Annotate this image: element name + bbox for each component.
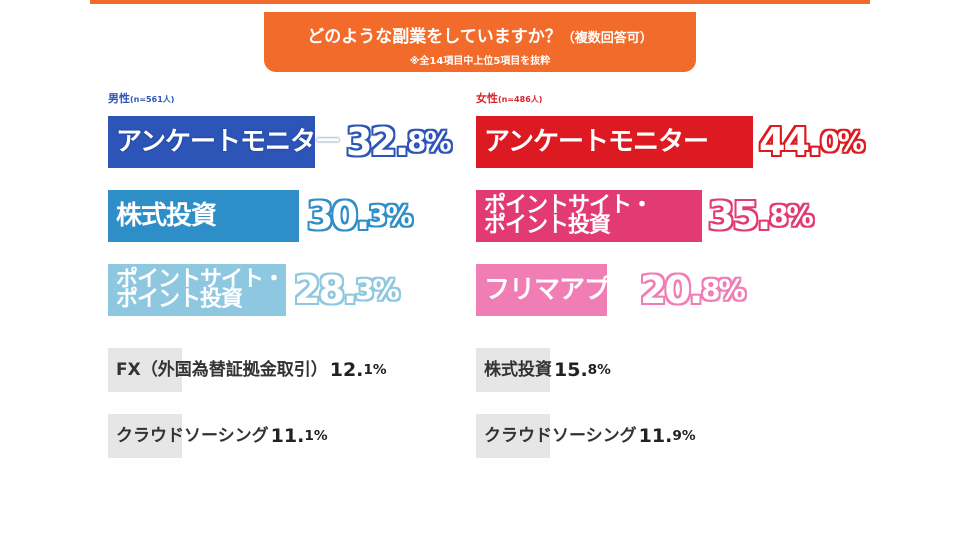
value-label-int: 11.	[638, 425, 673, 447]
bar-label: クラウドソーシング	[484, 425, 637, 446]
value-label: 11. 9%	[639, 414, 696, 458]
value-label: 11. 1%	[271, 414, 328, 458]
value-label-int: 35.	[708, 194, 771, 238]
value-label-dec: 8%	[587, 362, 611, 378]
female-sample-size: (n=486人)	[498, 95, 543, 104]
value-label-dec: 1%	[363, 362, 387, 378]
female-panel-label: 女性(n=486人)	[476, 90, 542, 106]
value-label-int: 11.	[270, 425, 305, 447]
value-label: 15. 8%	[554, 348, 611, 392]
bar-label: FX（外国為替証拠金取引）	[116, 359, 328, 380]
value-label: 44. 0%	[759, 116, 865, 168]
value-label-dec: 8%	[701, 274, 745, 306]
value-label-dec: 3%	[355, 274, 399, 306]
value-label-dec: 1%	[304, 428, 328, 444]
value-label-dec: 3%	[368, 200, 412, 232]
question-note: ※全14項目中上位5項目を抜粋	[409, 56, 551, 67]
value-label-int: 44.	[759, 120, 822, 164]
bar-male-4: FX（外国為替証拠金取引）	[108, 348, 328, 392]
bar-male-2: 株式投資	[108, 190, 299, 242]
value-label: 12. 1%	[330, 348, 387, 392]
male-panel-label: 男性(n=561人)	[108, 90, 174, 106]
bar-label: 株式投資	[116, 201, 217, 231]
value-label: 35. 8%	[708, 190, 814, 242]
value-label-int: 20.	[640, 268, 703, 312]
top-accent-line	[90, 0, 870, 4]
value-label: 30. 3%	[307, 190, 413, 242]
bar-label: アンケートモニター	[484, 127, 709, 157]
bar-label-line: ポイント投資	[116, 287, 243, 312]
bar-label-line: ポイントサイト・	[116, 266, 285, 292]
bar-label-line: ポイント投資	[484, 213, 611, 238]
value-label-dec: 9%	[672, 428, 696, 444]
value-label: 32. 8%	[345, 116, 452, 168]
value-label-dec: 8%	[407, 126, 451, 158]
male-sample-size: (n=561人)	[130, 95, 175, 104]
bar-female-3: フリマアプリ	[476, 264, 635, 316]
male-label: 男性	[108, 92, 130, 105]
value-label-int: 15.	[554, 359, 588, 381]
bar-male-3: ポイントサイト・ ポイント投資	[108, 264, 286, 316]
bar-male-1: アンケートモニター	[108, 116, 341, 168]
value-label-int: 30.	[307, 194, 370, 238]
value-label: 28. 3%	[294, 264, 400, 316]
female-label: 女性	[476, 92, 498, 105]
bar-female-5: クラウドソーシング	[476, 414, 637, 458]
bar-female-1: アンケートモニター	[476, 116, 753, 168]
bar-label: 株式投資	[484, 359, 552, 380]
bar-label: アンケートモニター	[116, 127, 341, 157]
bar-label-line: ポイントサイト・	[484, 192, 653, 218]
bar-male-5: クラウドソーシング	[108, 414, 269, 458]
question-header: どのような副業をしていますか？（複数回答可） ※全14項目中上位5項目を抜粋	[264, 12, 696, 72]
question-title: どのような副業をしていますか？（複数回答可）	[264, 22, 696, 47]
question-title-main: どのような副業をしていますか？	[307, 27, 562, 47]
question-title-paren: （複数回答可）	[561, 31, 653, 46]
bar-female-2: ポイントサイト・ ポイント投資	[476, 190, 702, 242]
bar-label: クラウドソーシング	[116, 425, 269, 446]
value-label-dec: 8%	[769, 200, 813, 232]
bar-female-4: 株式投資	[476, 348, 552, 392]
value-label-int: 32.	[345, 120, 409, 164]
value-label: 20. 8%	[640, 264, 746, 316]
value-label-dec: 0%	[820, 126, 864, 158]
bar-label: ポイントサイト・ ポイント投資	[116, 264, 285, 316]
value-label-int: 28.	[294, 268, 357, 312]
value-label-int: 12.	[329, 359, 364, 381]
bar-label: ポイントサイト・ ポイント投資	[484, 190, 653, 242]
bar-label: フリマアプリ	[484, 275, 635, 305]
